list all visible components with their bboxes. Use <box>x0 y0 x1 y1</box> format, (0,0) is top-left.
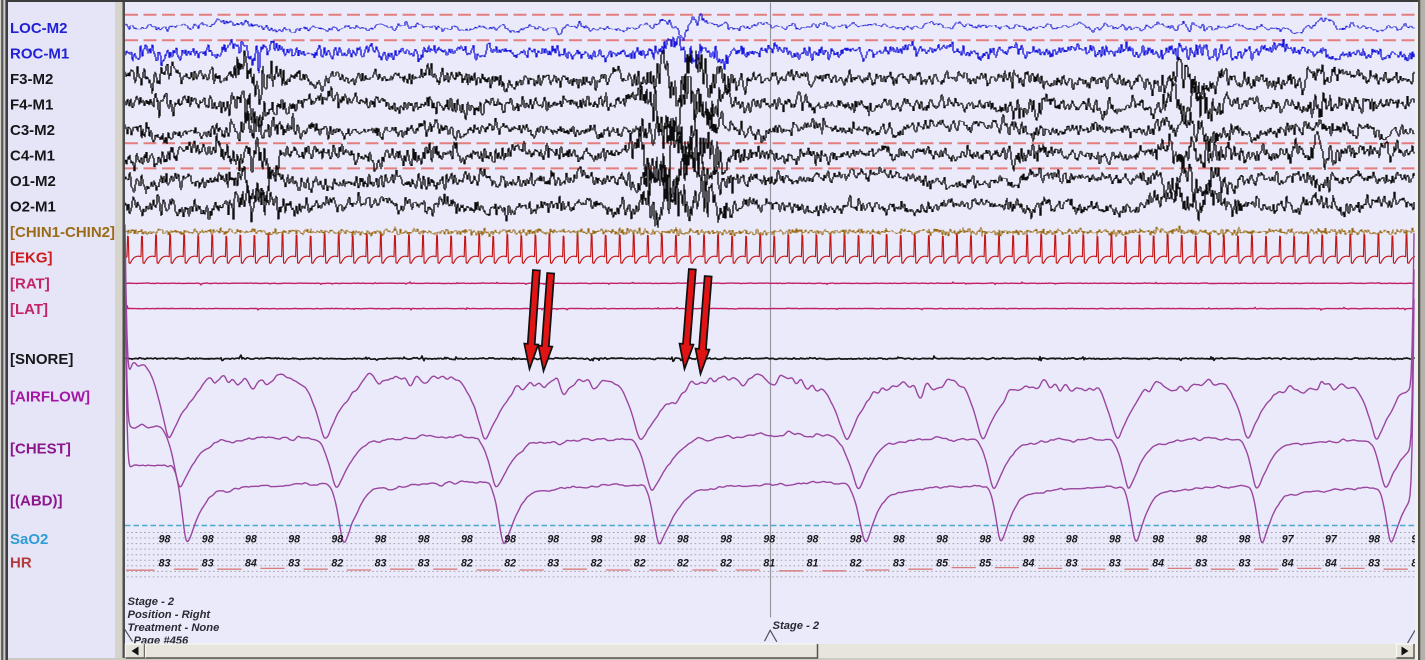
svg-text:82: 82 <box>331 557 343 569</box>
svg-text:O2-M1: O2-M1 <box>10 199 56 216</box>
svg-text:98: 98 <box>936 533 948 545</box>
svg-text:84: 84 <box>1282 557 1294 569</box>
svg-text:82: 82 <box>850 557 862 569</box>
svg-text:98: 98 <box>763 533 775 545</box>
svg-text:98: 98 <box>1239 533 1251 545</box>
svg-text:[RAT]: [RAT] <box>10 276 50 293</box>
svg-text:82: 82 <box>634 557 646 569</box>
svg-text:98: 98 <box>331 533 343 545</box>
svg-text:98: 98 <box>893 533 905 545</box>
svg-text:F3-M2: F3-M2 <box>10 71 53 88</box>
svg-text:98: 98 <box>1066 533 1078 545</box>
svg-text:C3-M2: C3-M2 <box>10 122 55 139</box>
svg-text:98: 98 <box>461 533 473 545</box>
svg-text:82: 82 <box>591 557 603 569</box>
svg-text:98: 98 <box>547 533 559 545</box>
svg-text:98: 98 <box>1195 533 1207 545</box>
svg-text:HR: HR <box>10 555 32 572</box>
svg-text:98: 98 <box>288 533 300 545</box>
svg-text:85: 85 <box>936 557 949 569</box>
svg-text:98: 98 <box>1023 533 1035 545</box>
svg-text:Treatment - None: Treatment - None <box>128 622 220 634</box>
svg-text:84: 84 <box>1152 557 1164 569</box>
svg-text:[EKG]: [EKG] <box>10 250 53 267</box>
svg-text:81: 81 <box>763 557 775 569</box>
svg-text:85: 85 <box>979 557 992 569</box>
svg-text:97: 97 <box>1325 533 1338 545</box>
svg-text:83: 83 <box>202 557 214 569</box>
svg-text:F4-M1: F4-M1 <box>10 97 53 114</box>
svg-text:SaO2: SaO2 <box>10 531 48 548</box>
svg-text:C4-M1: C4-M1 <box>10 148 55 165</box>
svg-text:82: 82 <box>677 557 689 569</box>
svg-text:ROC-M1: ROC-M1 <box>10 46 69 63</box>
svg-text:84: 84 <box>1325 557 1337 569</box>
svg-text:[AIRFLOW]: [AIRFLOW] <box>10 389 90 406</box>
svg-text:98: 98 <box>375 533 387 545</box>
svg-text:97: 97 <box>1282 533 1295 545</box>
svg-text:84: 84 <box>245 557 257 569</box>
svg-text:83: 83 <box>288 557 300 569</box>
svg-text:98: 98 <box>591 533 603 545</box>
svg-text:83: 83 <box>1066 557 1078 569</box>
svg-text:83: 83 <box>893 557 905 569</box>
svg-text:Stage - 2: Stage - 2 <box>773 620 820 632</box>
svg-text:[(ABD)]: [(ABD)] <box>10 493 62 510</box>
svg-text:[SNORE]: [SNORE] <box>10 351 73 368</box>
svg-text:98: 98 <box>850 533 862 545</box>
svg-text:83: 83 <box>375 557 387 569</box>
svg-text:98: 98 <box>720 533 732 545</box>
svg-text:98: 98 <box>418 533 430 545</box>
svg-text:83: 83 <box>547 557 559 569</box>
svg-text:81: 81 <box>807 557 819 569</box>
svg-text:98: 98 <box>504 533 516 545</box>
svg-text:[LAT]: [LAT] <box>10 301 48 318</box>
svg-text:98: 98 <box>245 533 257 545</box>
svg-text:82: 82 <box>504 557 516 569</box>
svg-text:LOC-M2: LOC-M2 <box>10 20 68 37</box>
svg-text:82: 82 <box>720 557 732 569</box>
svg-text:83: 83 <box>1411 557 1423 569</box>
svg-text:84: 84 <box>1023 557 1035 569</box>
svg-text:98: 98 <box>807 533 819 545</box>
svg-text:98: 98 <box>1109 533 1121 545</box>
svg-text:98: 98 <box>1368 533 1380 545</box>
svg-text:82: 82 <box>461 557 473 569</box>
svg-text:83: 83 <box>1239 557 1251 569</box>
svg-text:[CHEST]: [CHEST] <box>10 441 71 458</box>
svg-text:98: 98 <box>979 533 991 545</box>
svg-text:[CHIN1-CHIN2]: [CHIN1-CHIN2] <box>10 224 115 241</box>
svg-text:83: 83 <box>1368 557 1380 569</box>
svg-text:98: 98 <box>634 533 646 545</box>
svg-text:83: 83 <box>1195 557 1207 569</box>
svg-text:83: 83 <box>159 557 171 569</box>
svg-text:Stage - 2: Stage - 2 <box>128 596 175 608</box>
svg-text:98: 98 <box>1411 533 1423 545</box>
svg-text:83: 83 <box>1109 557 1121 569</box>
svg-text:98: 98 <box>202 533 214 545</box>
svg-text:83: 83 <box>418 557 430 569</box>
svg-text:98: 98 <box>159 533 171 545</box>
svg-text:O1-M2: O1-M2 <box>10 173 56 190</box>
svg-text:Position - Right: Position - Right <box>128 609 212 621</box>
svg-text:98: 98 <box>1152 533 1164 545</box>
svg-text:98: 98 <box>677 533 689 545</box>
